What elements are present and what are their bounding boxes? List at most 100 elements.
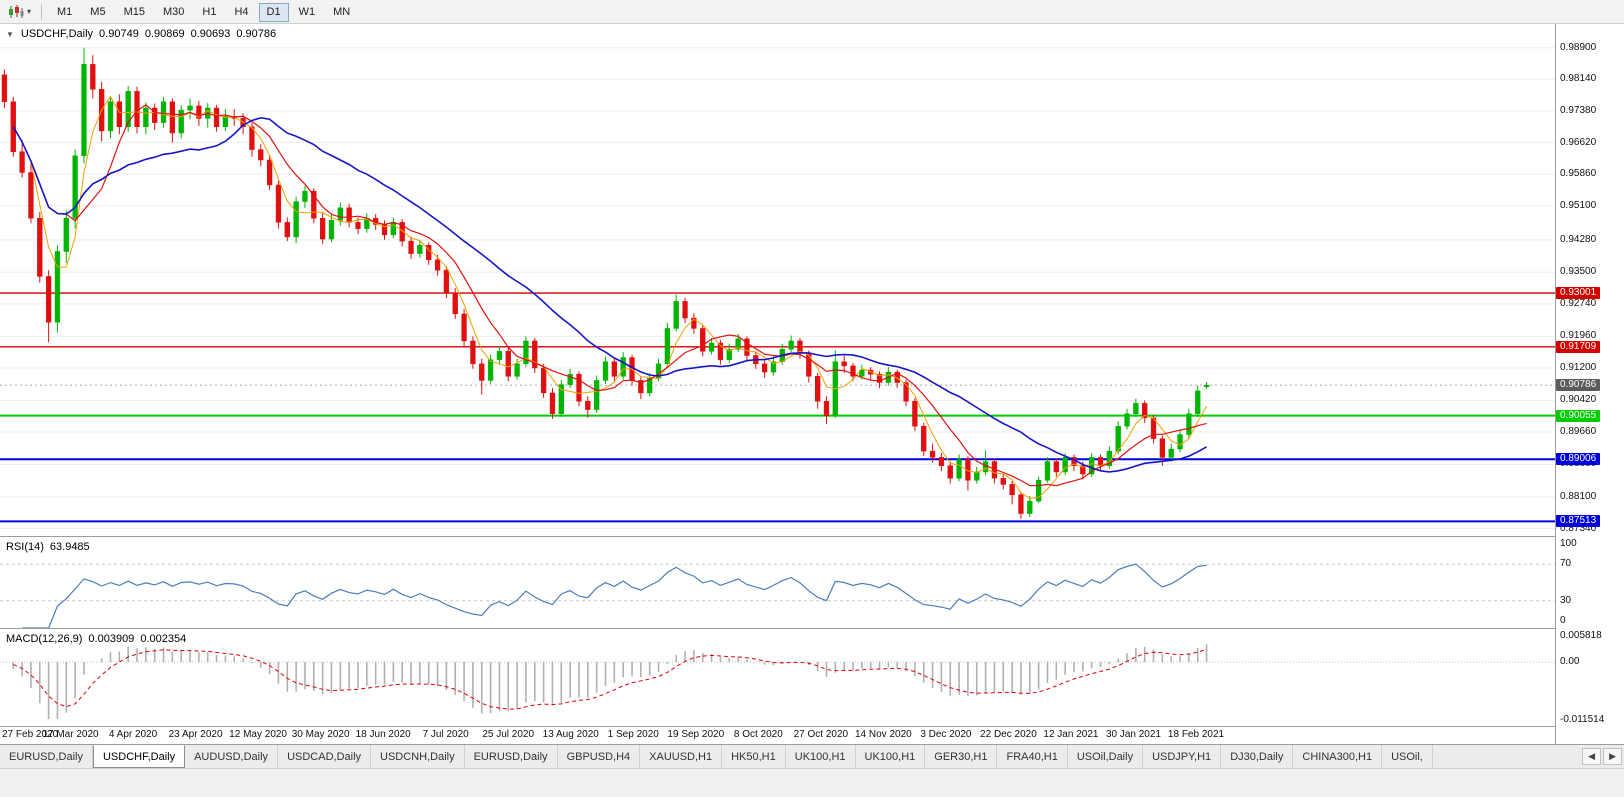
chart-tabs: EURUSD,Daily USDCHF,Daily AUDUSD,Daily USDC… [0, 745, 1433, 768]
date-axis-label: 23 Apr 2020 [168, 729, 223, 740]
price-axis-label: 0.95860 [1560, 168, 1597, 180]
timeframe-w1-button[interactable]: W1 [291, 3, 324, 22]
date-axis-label: 7 Jul 2020 [422, 729, 469, 740]
timeframe-d1-button[interactable]: D1 [258, 2, 289, 22]
chart-workspace: ▼ USDCHF,Daily 0.90749 0.90869 0.90693 0… [0, 24, 1624, 744]
open-value: 0.90749 [99, 28, 139, 40]
date-axis-label: 30 Jan 2021 [1105, 729, 1161, 740]
toolbar-separator [41, 3, 43, 20]
one-click-trading-arrow-icon[interactable]: ▼ [6, 30, 14, 39]
date-axis-label: 22 Dec 2020 [980, 729, 1037, 740]
chevron-down-icon: ▾ [27, 7, 32, 16]
chart-tab-hk50-h1[interactable]: HK50,H1 [722, 745, 786, 768]
date-axis-label: 12 May 2020 [229, 729, 288, 740]
rsi-axis-label: 0 [1560, 615, 1566, 626]
price-axis-label: 0.98140 [1560, 73, 1597, 85]
low-value: 0.90693 [190, 28, 231, 40]
price-pane-title: ▼ USDCHF,Daily 0.90749 0.90869 0.90693 0… [6, 28, 276, 40]
chart-tab-usdchf-daily[interactable]: USDCHF,Daily [92, 745, 186, 768]
price-axis-label: 0.94280 [1560, 233, 1597, 245]
date-axis-label: 13 Aug 2020 [542, 729, 599, 740]
date-axis-label: 18 Feb 2021 [1167, 729, 1225, 740]
rsi-axis-label: 100 [1560, 538, 1577, 549]
chart-tab-ger30-h1[interactable]: GER30,H1 [925, 745, 998, 768]
pane-separator[interactable] [0, 628, 1624, 629]
chart-tab-dj30-daily[interactable]: DJ30,Daily [1221, 745, 1294, 768]
timeframe-m1-button[interactable]: M1 [49, 3, 80, 22]
timeframe-buttons-group: M1 M5 M15 M30 H1 H4 D1 W1 MN [48, 2, 359, 22]
date-axis-label: 17 Mar 2020 [42, 729, 99, 740]
price-axis-label: 0.91200 [1560, 361, 1597, 373]
tab-scroll-left-button[interactable]: ◀ [1582, 748, 1602, 765]
candlestick-chart-glyph [9, 4, 24, 18]
macd-pane-title: MACD(12,26,9) 0.003909 0.002354 [6, 633, 186, 645]
macd-indicator-canvas[interactable] [0, 629, 1555, 726]
macd-indicator-name: MACD(12,26,9) [6, 633, 83, 645]
price-axis-label: 0.88100 [1560, 490, 1597, 502]
close-value: 0.90786 [236, 28, 277, 40]
status-bar [0, 768, 1624, 797]
price-axis-label: 0.93500 [1560, 266, 1597, 278]
date-axis-label: 30 May 2020 [291, 729, 350, 740]
price-axis-label: 0.98900 [1560, 41, 1597, 53]
date-axis[interactable]: 27 Feb 2020 17 Mar 2020 4 Apr 2020 23 Apr 2… [0, 726, 1555, 744]
chart-tab-usoil[interactable]: USOil, [1382, 745, 1433, 768]
chart-tab-usdcnh-daily[interactable]: USDCNH,Daily [371, 745, 465, 768]
rsi-indicator-name: RSI(14) [6, 541, 44, 553]
timeframe-h4-button[interactable]: H4 [226, 3, 256, 22]
macd-axis-label: 0.005818 [1560, 630, 1602, 641]
rsi-current-value: 63.9485 [49, 541, 90, 553]
tab-scroll-right-button[interactable]: ▶ [1603, 748, 1622, 765]
date-axis-label: 27 Oct 2020 [793, 729, 849, 740]
rsi-axis-label: 30 [1560, 594, 1572, 606]
timeframe-toolbar: ▾ M1 M5 M15 M30 H1 H4 D1 W1 MN [0, 0, 1624, 24]
price-axis-label: 0.87340 [1560, 522, 1597, 534]
timeframe-mn-button[interactable]: MN [325, 3, 358, 22]
price-axis[interactable]: 0.98900 0.98140 0.97380 0.96620 0.95860 0.951… [1555, 24, 1624, 744]
date-axis-label: 25 Jul 2020 [482, 729, 535, 740]
high-value: 0.90869 [144, 28, 185, 40]
chart-tab-usdcad-daily[interactable]: USDCAD,Daily [278, 745, 372, 768]
macd-signal-value: 0.002354 [140, 633, 187, 645]
symbol-period-label: USDCHF,Daily [20, 28, 94, 40]
price-axis-label: 0.96620 [1560, 136, 1597, 148]
macd-axis-label: -0.011514 [1560, 714, 1605, 725]
chart-tab-uk100-h1[interactable]: UK100,H1 [786, 745, 856, 768]
date-axis-label: 3 Dec 2020 [920, 729, 972, 740]
date-axis-label: 1 Sep 2020 [607, 729, 659, 740]
price-line-badge: 0.91709 [1556, 340, 1601, 353]
price-axis-label: 0.97380 [1560, 104, 1597, 116]
chart-tab-gbpusd-h4[interactable]: GBPUSD,H4 [558, 745, 641, 768]
chart-tab-audusd-daily[interactable]: AUDUSD,Daily [185, 745, 279, 768]
chart-tab-fra40-h1[interactable]: FRA40,H1 [997, 745, 1068, 768]
chart-tabs-bar: EURUSD,Daily USDCHF,Daily AUDUSD,Daily USDC… [0, 744, 1624, 768]
current-price-badge: 0.90786 [1556, 379, 1601, 392]
rsi-indicator-canvas[interactable] [0, 537, 1555, 628]
macd-axis-label: 0.00 [1560, 656, 1580, 668]
chart-type-icon[interactable]: ▾ [4, 4, 35, 20]
chart-tab-xauusd-h1[interactable]: XAUUSD,H1 [640, 745, 723, 768]
pane-separator[interactable] [0, 536, 1624, 537]
timeframe-h1-button[interactable]: H1 [194, 3, 224, 22]
price-line-badge: 0.87513 [1556, 515, 1601, 528]
timeframe-m30-button[interactable]: M30 [155, 3, 192, 22]
date-axis-label: 27 Feb 2020 [2, 729, 59, 740]
price-axis-label: 0.89660 [1560, 426, 1597, 438]
date-axis-label: 12 Jan 2021 [1043, 729, 1099, 740]
chart-tab-china300-h1[interactable]: CHINA300,H1 [1293, 745, 1383, 768]
rsi-axis-label: 70 [1560, 558, 1572, 570]
macd-main-value: 0.003909 [88, 633, 135, 645]
price-line-badge: 0.93001 [1556, 287, 1601, 300]
chart-tab-eurusd-daily[interactable]: EURUSD,Daily [465, 745, 558, 768]
chart-tab-usdjpy-h1[interactable]: USDJPY,H1 [1143, 745, 1222, 768]
price-axis-label: 0.91960 [1560, 330, 1597, 342]
price-chart-canvas[interactable] [0, 24, 1555, 536]
chart-tab-uk100-h1[interactable]: UK100,H1 [856, 745, 926, 768]
chart-tab-eurusd-daily[interactable]: EURUSD,Daily [0, 745, 93, 768]
date-axis-label: 19 Sep 2020 [667, 729, 725, 740]
timeframe-m15-button[interactable]: M15 [116, 3, 153, 22]
date-axis-label: 14 Nov 2020 [855, 729, 912, 740]
timeframe-m5-button[interactable]: M5 [82, 3, 113, 22]
chart-tab-usoil-daily[interactable]: USOil,Daily [1068, 745, 1144, 768]
